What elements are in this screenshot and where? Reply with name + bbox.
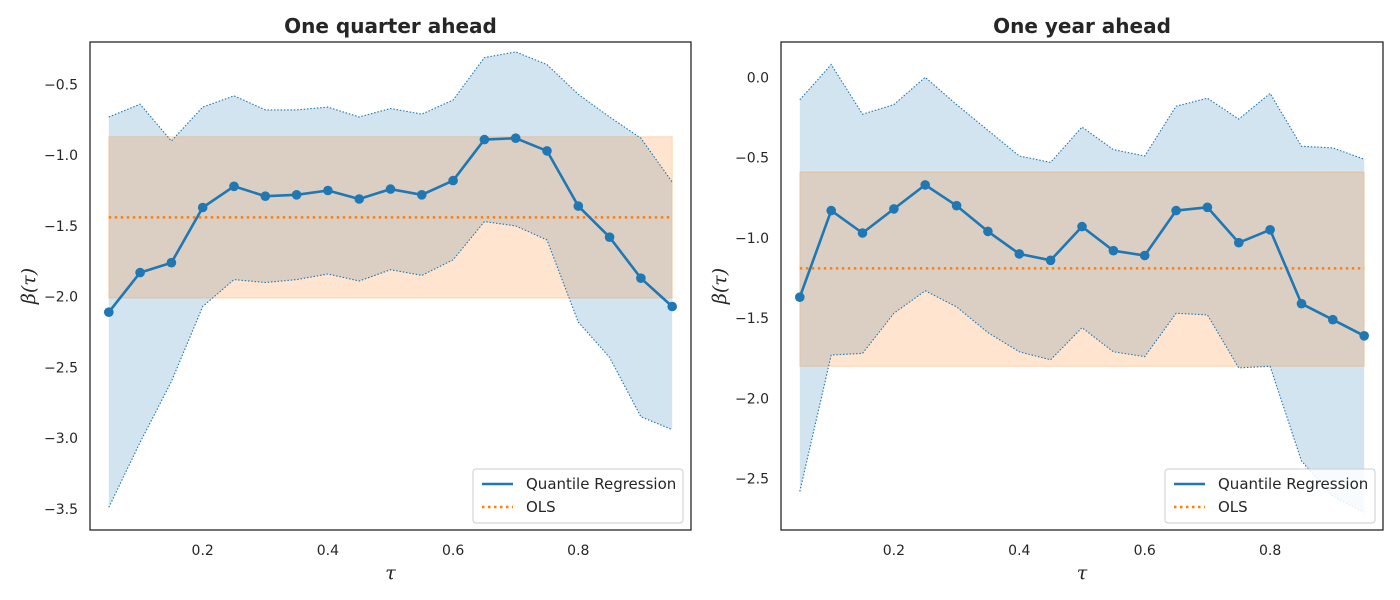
- legend-box: [1164, 468, 1376, 524]
- panel-one-quarter-ahead: −3.5 −3.0 −2.5 −2.0 −1.5 −1.0 −0.5 0.2 0.4 0.6 0.8…: [18, 14, 692, 584]
- x-tick-label: 0.6: [1134, 543, 1156, 559]
- x-tick-label: 0.8: [1259, 543, 1281, 559]
- chart-title: One quarter ahead: [284, 14, 497, 38]
- y-tick-label: −2.0: [735, 391, 769, 407]
- qr-point: [604, 232, 615, 242]
- y-tick-label: −0.5: [44, 77, 78, 93]
- qr-point: [1171, 205, 1181, 216]
- qr-point: [573, 201, 584, 211]
- y-tick-label: −1.0: [735, 231, 769, 247]
- qr-point: [795, 292, 805, 303]
- qr-lower-bound-line: [108, 221, 673, 508]
- qr-point: [826, 205, 836, 216]
- qr-point: [229, 181, 239, 192]
- qr-point: [983, 226, 993, 237]
- legend: Quantile Regression OLS: [1164, 468, 1376, 524]
- x-tick-label: 0.4: [317, 543, 339, 559]
- qr-point: [166, 257, 177, 268]
- qr-point: [354, 194, 365, 204]
- qr-point: [1108, 245, 1119, 256]
- x-axis-label: τ: [385, 562, 396, 584]
- legend: Quantile Regression OLS: [472, 468, 684, 524]
- y-tick-label: −2.5: [44, 360, 78, 376]
- y-tick-label: −2.0: [44, 290, 78, 306]
- x-tick-label: 0.6: [442, 543, 464, 559]
- y-tick-label: −1.5: [44, 219, 78, 235]
- qr-point: [479, 134, 490, 145]
- qr-point: [291, 190, 302, 200]
- qr-point: [636, 273, 646, 284]
- x-tick-label: 0.8: [567, 543, 589, 559]
- qr-confidence-band: [108, 51, 673, 508]
- qr-point: [448, 175, 458, 186]
- x-axis-label: τ: [1077, 562, 1088, 584]
- qr-point: [1296, 298, 1307, 309]
- qr-point: [104, 307, 114, 318]
- qr-point: [889, 204, 899, 214]
- qr-point: [1359, 331, 1369, 341]
- axes-frame: [89, 41, 692, 531]
- qr-point: [1328, 314, 1338, 325]
- qr-point: [1045, 255, 1056, 266]
- panel-one-year-ahead: −2.5 −2.0 −1.5 −1.0 −0.5 0.0 0.2 0.4 0.6 0.8 One y…: [709, 14, 1384, 584]
- qr-point: [857, 228, 868, 238]
- y-tick-label: 0.0: [747, 70, 769, 86]
- y-tick-label: −3.0: [44, 431, 78, 447]
- y-tick-label: −1.5: [735, 311, 769, 327]
- qr-point: [260, 191, 271, 201]
- legend-qr-label: Quantile Regression: [1218, 475, 1368, 493]
- qr-confidence-band: [799, 64, 1365, 513]
- legend-box: [472, 468, 684, 524]
- y-axis-label: β(τ): [709, 268, 731, 305]
- qr-point: [542, 146, 552, 156]
- qr-point: [1234, 237, 1244, 248]
- y-tick-label: −3.5: [44, 502, 78, 518]
- qr-point: [667, 301, 677, 312]
- qr-point: [1077, 221, 1087, 232]
- y-tick-label: −1.0: [44, 148, 78, 164]
- legend-ols-label: OLS: [1218, 498, 1248, 516]
- axes-frame: [780, 41, 1384, 531]
- x-tick-label: 0.2: [192, 543, 214, 559]
- y-tick-label: −2.5: [735, 472, 769, 488]
- qr-point: [323, 185, 333, 196]
- chart-title: One year ahead: [993, 14, 1171, 38]
- y-axis-label: β(τ): [18, 268, 40, 305]
- x-tick-label: 0.2: [883, 543, 905, 559]
- x-tick-label: 0.4: [1008, 543, 1030, 559]
- y-tick-label: −0.5: [735, 151, 769, 167]
- qr-point: [1139, 250, 1150, 261]
- qr-point: [920, 180, 930, 190]
- qr-point: [1202, 202, 1213, 213]
- legend-ols-label: OLS: [526, 498, 556, 516]
- qr-point: [135, 267, 145, 278]
- qr-point: [1014, 249, 1025, 259]
- qr-point: [197, 202, 208, 213]
- qr-point: [1265, 225, 1275, 235]
- qr-point: [417, 190, 427, 200]
- qr-upper-bound-line: [108, 51, 673, 183]
- legend-qr-label: Quantile Regression: [526, 475, 676, 493]
- qr-point: [385, 184, 396, 194]
- qr-upper-bound-line: [799, 63, 1365, 164]
- qr-lower-bound-line: [799, 290, 1365, 513]
- qr-point: [951, 200, 962, 211]
- qr-point: [510, 133, 521, 143]
